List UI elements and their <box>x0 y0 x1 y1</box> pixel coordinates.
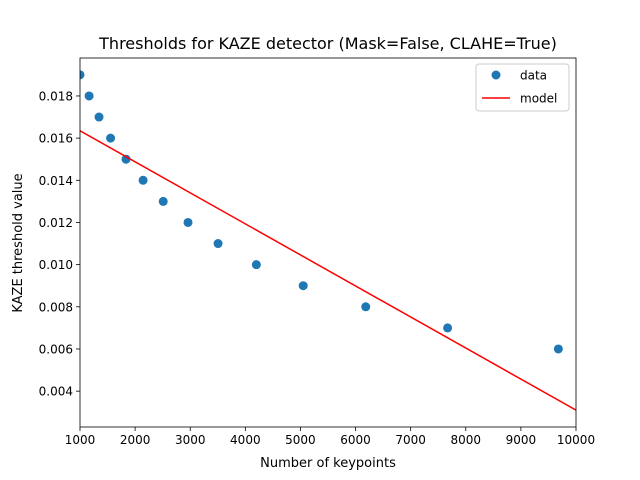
y-tick-label: 0.004 <box>39 385 73 399</box>
x-tick-label: 7000 <box>395 433 426 447</box>
plot-area: 1000 2000 3000 4000 5000 6000 7000 8000 9000 1000… <box>39 57 595 447</box>
y-tick-label: 0.010 <box>39 258 73 272</box>
data-point <box>106 133 116 143</box>
legend: data model <box>475 63 570 112</box>
model-fit-line <box>80 130 576 411</box>
x-tick-label: 3000 <box>175 433 206 447</box>
y-tick-label: 0.018 <box>39 89 73 103</box>
data-point <box>183 217 193 227</box>
x-tick-label: 5000 <box>285 433 316 447</box>
x-tick-label: 9000 <box>506 433 537 447</box>
chart-title: Thresholds for KAZE detector (Mask=False… <box>98 34 557 53</box>
axes-frame <box>79 57 577 428</box>
legend-marker-swatch <box>491 70 501 80</box>
data-point <box>158 196 168 206</box>
data-point <box>84 91 94 101</box>
data-point <box>251 260 261 270</box>
data-point <box>553 344 563 354</box>
x-axis-label: Number of keypoints <box>260 456 396 471</box>
x-tick-label: 8000 <box>451 433 482 447</box>
y-axis-label: KAZE threshold value <box>11 173 26 312</box>
y-tick-label: 0.014 <box>39 174 73 188</box>
legend-label: model <box>520 92 557 106</box>
y-tick-label: 0.016 <box>39 132 73 146</box>
data-point <box>361 302 371 312</box>
data-point <box>298 281 308 291</box>
data-point <box>121 154 131 164</box>
y-tick-label: 0.008 <box>39 300 73 314</box>
x-tick-label: 4000 <box>230 433 261 447</box>
legend-label: data <box>520 69 547 83</box>
y-tick-label: 0.006 <box>39 342 73 356</box>
data-point <box>80 70 85 80</box>
data-point <box>138 175 148 185</box>
y-tick-label: 0.012 <box>39 216 73 230</box>
x-tick-label: 1000 <box>65 433 96 447</box>
x-tick-label: 10000 <box>557 433 595 447</box>
x-tick-label: 2000 <box>120 433 151 447</box>
data-point <box>213 239 223 249</box>
data-point <box>94 112 104 122</box>
data-point <box>443 323 453 333</box>
x-tick-label: 6000 <box>340 433 371 447</box>
